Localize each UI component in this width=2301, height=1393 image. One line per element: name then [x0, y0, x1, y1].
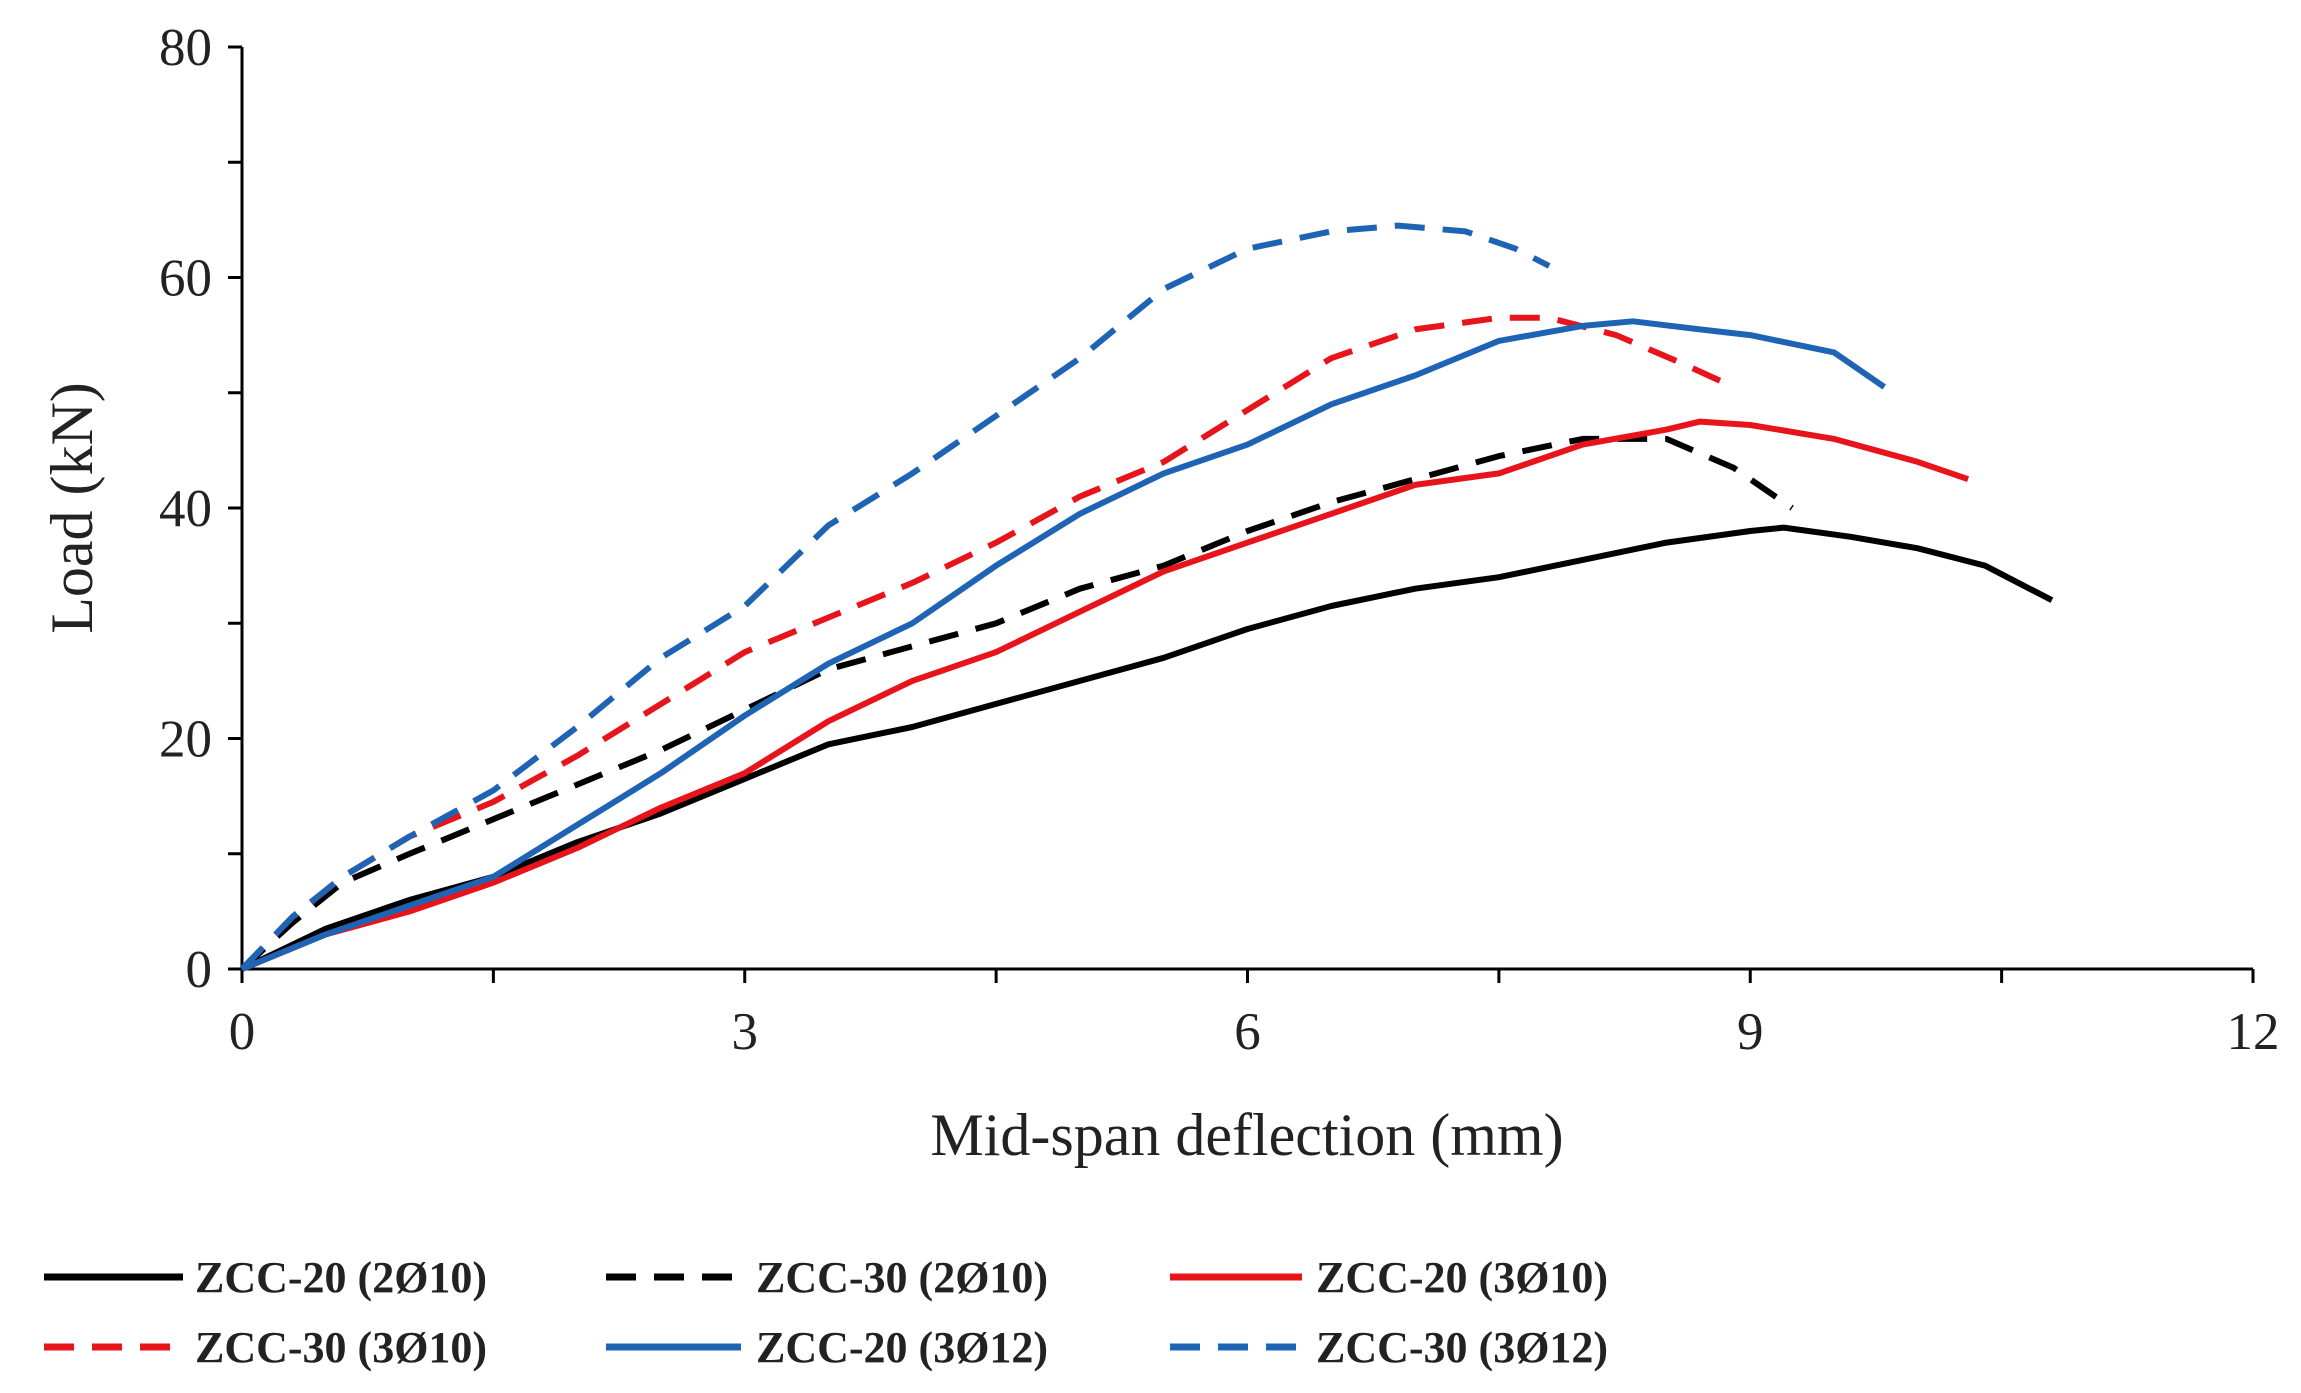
legend-label: ZCC-20 (3Ø10) [1316, 1253, 1608, 1302]
legend-item: ZCC-30 (2Ø10) [606, 1253, 1048, 1302]
series-line-zcc-30-3-12- [239, 222, 1551, 972]
series-line-zcc-30-2-10- [239, 435, 1794, 972]
axes: 0 3 6 9 12 0 20 40 60 80 [159, 19, 2280, 1061]
y-tick-label: 40 [159, 480, 212, 538]
series-line-zcc-20-3-10- [240, 418, 1970, 972]
legend-item: ZCC-30 (3Ø12) [1170, 1323, 1608, 1372]
x-tick-label: 3 [732, 1003, 759, 1061]
legend-label: ZCC-20 (2Ø10) [195, 1253, 487, 1302]
y-tick-label: 60 [159, 250, 212, 308]
series-line-zcc-30-3-10- [239, 314, 1735, 972]
series-line-zcc-20-3-12- [240, 318, 1887, 972]
x-tick-label: 6 [1234, 1003, 1261, 1061]
y-axis-title: Load (kN) [39, 382, 105, 634]
legend-item: ZCC-20 (2Ø10) [44, 1253, 487, 1302]
x-axis-title: Mid-span deflection (mm) [930, 1102, 1563, 1168]
y-tick-label: 20 [159, 711, 212, 769]
y-tick-label: 80 [159, 19, 212, 77]
y-tick-label: 0 [186, 941, 213, 999]
x-tick-label: 0 [229, 1003, 256, 1061]
legend: ZCC-20 (2Ø10) ZCC-30 (2Ø10) ZCC-20 (3Ø10) Z… [44, 1253, 1608, 1372]
series-lines [239, 222, 2054, 972]
series-line-zcc-20-2-10- [240, 524, 2054, 972]
legend-item: ZCC-30 (3Ø10) [44, 1323, 487, 1372]
legend-item: ZCC-20 (3Ø10) [1170, 1253, 1608, 1302]
legend-label: ZCC-30 (2Ø10) [756, 1253, 1048, 1302]
legend-item: ZCC-20 (3Ø12) [606, 1323, 1048, 1372]
x-tick-label: 9 [1737, 1003, 1764, 1061]
x-tick-label: 12 [2227, 1003, 2280, 1061]
legend-label: ZCC-20 (3Ø12) [756, 1323, 1048, 1372]
legend-label: ZCC-30 (3Ø10) [195, 1323, 487, 1372]
legend-label: ZCC-30 (3Ø12) [1316, 1323, 1608, 1372]
